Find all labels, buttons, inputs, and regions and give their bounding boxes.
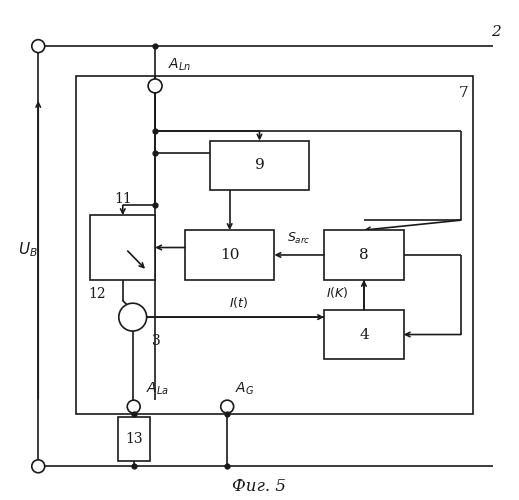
Text: 7: 7 (459, 86, 468, 100)
Text: 13: 13 (125, 432, 143, 446)
Text: $A_{Ln}$: $A_{Ln}$ (168, 57, 190, 74)
Text: 11: 11 (114, 192, 132, 206)
Text: 12: 12 (88, 288, 105, 302)
Circle shape (32, 40, 45, 52)
Circle shape (119, 303, 147, 331)
Bar (90, 215, 155, 280)
Text: $A_{La}$: $A_{La}$ (146, 380, 169, 396)
Circle shape (221, 400, 234, 413)
Text: $I(K)$: $I(K)$ (326, 285, 349, 300)
Text: $I (t)$: $I (t)$ (229, 294, 248, 310)
Text: $A_G$: $A_G$ (235, 380, 254, 396)
Text: 9: 9 (255, 158, 264, 172)
Bar (324, 230, 404, 280)
Text: $S_{arc}$: $S_{arc}$ (288, 231, 311, 246)
Text: Фиг. 5: Фиг. 5 (233, 478, 286, 494)
Circle shape (148, 79, 162, 93)
Bar (118, 416, 150, 462)
Text: 8: 8 (359, 248, 368, 262)
Text: 10: 10 (220, 248, 239, 262)
Bar (185, 230, 275, 280)
Text: 4: 4 (359, 328, 369, 342)
Bar (210, 140, 309, 190)
Circle shape (32, 460, 45, 473)
Bar (76, 76, 473, 414)
Text: 2: 2 (490, 24, 500, 38)
Text: $U_B$: $U_B$ (18, 240, 38, 260)
Circle shape (127, 400, 140, 413)
Text: 3: 3 (152, 334, 160, 347)
Bar (324, 310, 404, 360)
